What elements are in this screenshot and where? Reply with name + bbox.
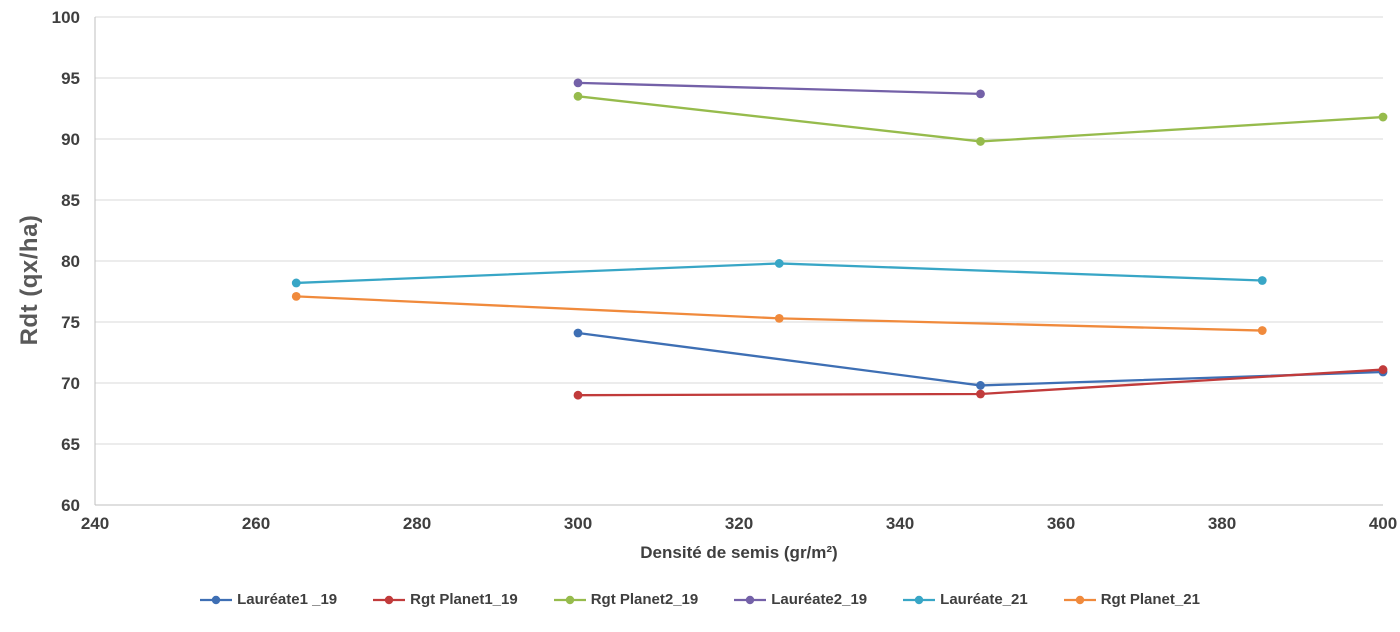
y-tick-label: 90: [61, 130, 80, 149]
legend: Lauréate1 _19 Rgt Planet1_19 Rgt Planet2_1…: [0, 591, 1400, 608]
data-point-marker: [976, 389, 985, 399]
data-point-marker: [774, 313, 784, 323]
legend-label: Rgt Planet1_19: [410, 591, 518, 608]
legend-item: Lauréate_21: [903, 591, 1028, 608]
legend-marker-icon: [903, 595, 936, 604]
x-axis-title: Densité de semis (gr/m²): [640, 543, 838, 562]
legend-marker-icon: [200, 595, 233, 604]
legend-label: Lauréate1 _19: [237, 591, 338, 608]
legend-item: Rgt Planet1_19: [373, 591, 518, 608]
data-point-marker: [1257, 326, 1267, 335]
data-point-marker: [291, 278, 301, 288]
legend-item: Lauréate1 _19: [200, 591, 337, 608]
legend-label: Lauréate_21: [940, 591, 1028, 608]
x-tick-label: 320: [725, 514, 753, 533]
data-point-marker: [976, 89, 985, 99]
legend-item: Rgt Planet2_19: [553, 591, 699, 608]
data-point-marker: [1378, 112, 1388, 122]
series-line: [576, 81, 982, 96]
series-line: [576, 95, 1385, 143]
y-tick-label: 75: [61, 313, 80, 332]
data-point-marker: [573, 78, 583, 88]
legend-item: Lauréate2_19: [734, 591, 867, 608]
x-tick-label: 300: [564, 514, 592, 533]
data-point-marker: [976, 137, 985, 146]
x-tick-label: 340: [886, 514, 914, 533]
data-point-marker: [1257, 276, 1267, 285]
y-tick-label: 70: [61, 374, 80, 393]
series-line: [295, 295, 1264, 332]
legend-marker-icon: [1063, 595, 1096, 604]
legend-marker-icon: [734, 595, 767, 604]
x-tick-label: 240: [81, 514, 109, 533]
x-tick-label: 380: [1208, 514, 1236, 533]
y-tick-label: 85: [61, 191, 80, 210]
x-tick-label: 360: [1047, 514, 1075, 533]
data-point-marker: [573, 91, 583, 101]
y-tick-label: 95: [61, 69, 80, 88]
y-tick-label: 65: [61, 435, 80, 454]
legend-item: Rgt Planet_21: [1063, 591, 1200, 608]
y-tick-label: 100: [52, 8, 80, 27]
y-axis-title: Rdt (qx/ha): [16, 214, 43, 346]
legend-label: Rgt Planet2_19: [590, 591, 699, 608]
data-point-marker: [573, 328, 583, 338]
x-tick-label: 400: [1369, 514, 1397, 533]
y-tick-label: 60: [61, 496, 80, 515]
x-tick-label: 260: [242, 514, 270, 533]
y-tick-label: 80: [61, 252, 80, 271]
legend-marker-icon: [373, 595, 406, 604]
x-tick-label: 280: [403, 514, 431, 533]
legend-marker-icon: [553, 595, 586, 604]
legend-label: Lauréate2_19: [771, 591, 868, 608]
data-point-marker: [774, 259, 784, 268]
legend-label: Rgt Planet_21: [1100, 591, 1200, 608]
data-point-marker: [1378, 365, 1388, 374]
data-point-marker: [573, 390, 583, 400]
data-point-marker: [976, 381, 985, 390]
data-point-marker: [291, 291, 301, 301]
